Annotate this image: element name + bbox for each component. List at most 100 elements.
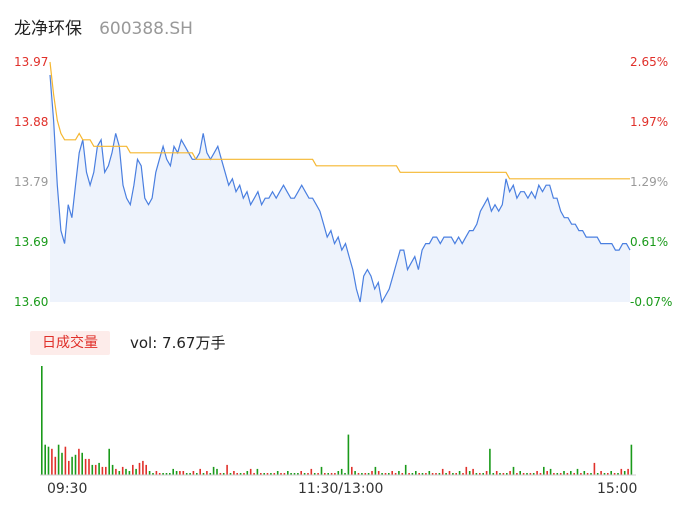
volume-bar xyxy=(303,473,306,475)
volume-bar xyxy=(381,473,383,475)
volume-bar xyxy=(216,468,218,475)
volume-bar xyxy=(300,471,302,475)
volume-bar xyxy=(260,473,262,475)
volume-bar xyxy=(556,473,559,475)
volume-bar xyxy=(522,473,525,475)
volume-bar xyxy=(452,473,454,475)
volume-bar xyxy=(283,473,286,475)
volume-bar xyxy=(441,468,444,475)
volume-bar xyxy=(472,468,474,475)
percent-tick: 0.61% xyxy=(630,235,669,249)
volume-bar xyxy=(84,458,87,475)
volume-bar xyxy=(71,456,73,475)
percent-tick: 1.29% xyxy=(630,175,669,189)
time-label-midday: 11:30/13:00 xyxy=(298,481,384,497)
volume-bar xyxy=(506,473,508,475)
volume-bar xyxy=(536,471,538,475)
volume-bar xyxy=(600,471,602,475)
volume-bar xyxy=(351,466,353,475)
volume-bar xyxy=(495,471,498,475)
volume-bar xyxy=(196,473,198,475)
volume-readout: vol: 7.67万手 xyxy=(130,334,226,352)
volume-bar xyxy=(330,473,333,475)
volume-bar xyxy=(128,471,131,475)
volume-bar xyxy=(148,471,151,475)
volume-bar xyxy=(287,471,289,475)
volume-bar xyxy=(563,471,565,475)
volume-bar xyxy=(613,473,616,475)
volume-bar xyxy=(580,473,582,475)
volume-bar xyxy=(317,473,319,475)
price-area xyxy=(50,75,630,302)
volume-bar xyxy=(135,468,137,475)
volume-bar xyxy=(468,471,471,475)
volume-bar xyxy=(185,473,188,475)
volume-bar xyxy=(310,468,313,475)
volume-bar xyxy=(239,473,242,475)
volume-bar xyxy=(233,471,235,475)
volume-bar xyxy=(165,473,168,475)
volume-bar xyxy=(620,468,623,475)
volume-bar xyxy=(313,473,316,475)
volume-bar xyxy=(458,471,461,475)
volume-bar xyxy=(199,468,201,475)
volume-bar xyxy=(357,473,360,475)
volume-bar xyxy=(593,462,596,475)
daily-volume-tab[interactable]: 日成交量 xyxy=(30,331,110,355)
volume-bar xyxy=(212,466,215,475)
percent-tick: 1.97% xyxy=(630,115,669,129)
volume-bar xyxy=(566,473,569,475)
volume-bar xyxy=(377,471,380,475)
volume-bar xyxy=(101,466,104,475)
volume-bars xyxy=(40,366,636,476)
percent-tick: -0.07% xyxy=(630,295,673,309)
volume-bar xyxy=(431,473,434,475)
volume-bar xyxy=(226,464,228,475)
volume-bar xyxy=(256,468,259,475)
volume-bar xyxy=(445,473,447,475)
volume-bar xyxy=(603,473,606,475)
volume-bar xyxy=(246,471,249,475)
volume-bar xyxy=(202,473,205,475)
volume-bar xyxy=(543,466,545,475)
volume-bar xyxy=(121,466,124,475)
time-label-open: 09:30 xyxy=(47,481,88,497)
stock-name: 龙净环保 xyxy=(14,19,82,39)
volume-bar xyxy=(623,471,626,475)
volume-bar xyxy=(570,471,572,475)
volume-bar xyxy=(576,468,579,475)
volume-bar xyxy=(489,448,491,475)
volume-bar xyxy=(590,473,592,475)
volume-bar xyxy=(44,444,46,475)
volume-bar xyxy=(152,473,154,475)
volume-bar xyxy=(465,466,468,475)
volume-bar xyxy=(54,456,57,475)
volume-bar xyxy=(158,473,161,475)
price-area-fill xyxy=(50,75,630,302)
percent-tick: 2.65% xyxy=(630,55,669,69)
volume-bar xyxy=(61,452,63,475)
volume-bar xyxy=(253,473,255,475)
volume-bar xyxy=(276,471,279,475)
volume-bar xyxy=(617,473,619,475)
volume-bar xyxy=(455,473,457,475)
price-tick: 13.97 xyxy=(14,55,49,69)
volume-bar xyxy=(367,473,370,475)
volume-bar xyxy=(499,473,501,475)
volume-bar xyxy=(512,466,515,475)
volume-bar xyxy=(532,473,535,475)
volume-bar xyxy=(546,471,548,475)
volume-bar xyxy=(462,473,464,475)
volume-bar xyxy=(78,448,80,475)
price-series xyxy=(49,61,631,304)
volume-bar xyxy=(627,468,629,475)
volume-bar xyxy=(293,473,296,475)
volume-bar xyxy=(425,473,427,475)
volume-bar xyxy=(408,473,410,475)
volume-bar xyxy=(529,473,532,475)
volume-bar xyxy=(388,473,390,475)
volume-bar xyxy=(516,473,518,475)
volume-bar xyxy=(485,471,488,475)
volume-bar xyxy=(192,471,195,475)
